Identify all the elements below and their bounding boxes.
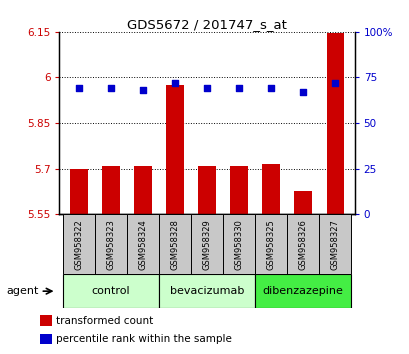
- Bar: [326, 33, 344, 214]
- Point: [107, 86, 114, 91]
- Text: GSM958323: GSM958323: [106, 219, 115, 270]
- Bar: [134, 166, 151, 214]
- Point: [171, 80, 178, 86]
- Text: GSM958325: GSM958325: [266, 219, 275, 270]
- Text: transformed count: transformed count: [56, 316, 153, 326]
- Bar: [254, 214, 287, 274]
- Title: GDS5672 / 201747_s_at: GDS5672 / 201747_s_at: [127, 18, 286, 31]
- Bar: [166, 85, 183, 214]
- Bar: [159, 214, 191, 274]
- Bar: [70, 169, 87, 214]
- Point: [235, 86, 242, 91]
- Point: [75, 86, 82, 91]
- Bar: [254, 274, 351, 308]
- Point: [331, 80, 338, 86]
- Text: control: control: [91, 286, 130, 296]
- Text: GSM958328: GSM958328: [170, 219, 179, 270]
- Bar: [94, 214, 126, 274]
- Text: GSM958324: GSM958324: [138, 219, 147, 270]
- Bar: [126, 214, 159, 274]
- Bar: [287, 214, 319, 274]
- Bar: [222, 214, 254, 274]
- Text: GSM958329: GSM958329: [202, 219, 211, 270]
- Bar: [191, 214, 222, 274]
- Bar: [294, 192, 311, 214]
- Bar: [40, 334, 52, 344]
- Bar: [63, 274, 159, 308]
- Point: [203, 86, 210, 91]
- Point: [267, 86, 274, 91]
- Bar: [230, 166, 247, 214]
- Text: GSM958322: GSM958322: [74, 219, 83, 270]
- Point: [139, 87, 146, 93]
- Bar: [159, 274, 254, 308]
- Bar: [102, 166, 119, 214]
- Text: GSM958326: GSM958326: [298, 219, 307, 270]
- Bar: [198, 166, 216, 214]
- Text: GSM958330: GSM958330: [234, 219, 243, 270]
- Text: bevacizumab: bevacizumab: [169, 286, 244, 296]
- Point: [299, 89, 306, 95]
- Bar: [40, 315, 52, 326]
- Bar: [262, 164, 279, 214]
- Text: dibenzazepine: dibenzazepine: [262, 286, 343, 296]
- Bar: [63, 214, 94, 274]
- Text: percentile rank within the sample: percentile rank within the sample: [56, 334, 231, 344]
- Text: GSM958327: GSM958327: [330, 219, 339, 270]
- Text: agent: agent: [6, 286, 38, 296]
- Bar: [319, 214, 351, 274]
